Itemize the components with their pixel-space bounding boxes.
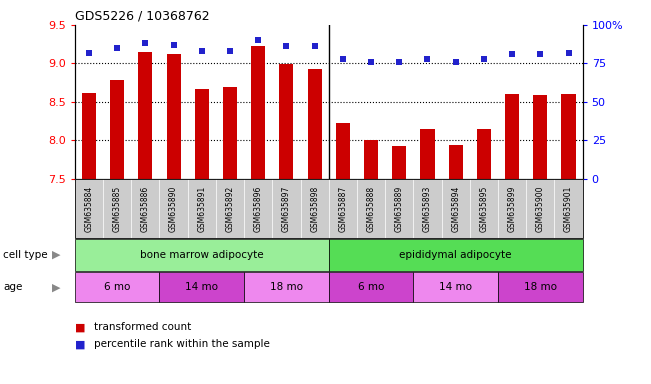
Bar [364, 140, 378, 179]
Text: 18 mo: 18 mo [270, 282, 303, 292]
Text: 14 mo: 14 mo [186, 282, 218, 292]
Text: GSM635888: GSM635888 [367, 186, 376, 232]
Text: 14 mo: 14 mo [439, 282, 472, 292]
Text: GSM635901: GSM635901 [564, 186, 573, 232]
Point [225, 48, 235, 54]
Bar [167, 54, 181, 179]
Point [422, 56, 433, 62]
Text: GSM635898: GSM635898 [310, 186, 319, 232]
Bar [561, 94, 575, 179]
Text: ▶: ▶ [52, 282, 61, 292]
Text: GSM635890: GSM635890 [169, 186, 178, 232]
Text: bone marrow adipocyte: bone marrow adipocyte [140, 250, 264, 260]
Text: 18 mo: 18 mo [524, 282, 557, 292]
Point [197, 48, 207, 54]
Point [394, 59, 404, 65]
Bar [505, 94, 519, 179]
Point [366, 59, 376, 65]
Text: cell type: cell type [3, 250, 48, 260]
Point [281, 43, 292, 50]
Bar [336, 123, 350, 179]
Point [253, 37, 264, 43]
Point [338, 56, 348, 62]
Point [140, 40, 150, 46]
Text: GSM635886: GSM635886 [141, 186, 150, 232]
Text: GSM635892: GSM635892 [225, 186, 234, 232]
Bar [477, 129, 491, 179]
Text: GSM635889: GSM635889 [395, 186, 404, 232]
Bar [449, 145, 463, 179]
Text: GDS5226 / 10368762: GDS5226 / 10368762 [75, 10, 210, 23]
Text: GSM635897: GSM635897 [282, 186, 291, 232]
Point [84, 50, 94, 56]
Bar [307, 69, 322, 179]
Bar [392, 146, 406, 179]
Point [507, 51, 518, 57]
Text: ■: ■ [75, 339, 85, 349]
Point [535, 51, 546, 57]
Text: GSM635893: GSM635893 [423, 186, 432, 232]
Text: GSM635885: GSM635885 [113, 186, 122, 232]
Text: age: age [3, 282, 23, 292]
Bar [223, 87, 237, 179]
Point [563, 50, 574, 56]
Text: transformed count: transformed count [94, 322, 191, 332]
Bar [533, 95, 547, 179]
Bar [110, 80, 124, 179]
Bar [195, 89, 209, 179]
Text: ▶: ▶ [52, 250, 61, 260]
Text: GSM635899: GSM635899 [508, 186, 517, 232]
Text: GSM635887: GSM635887 [339, 186, 348, 232]
Bar [279, 64, 294, 179]
Point [112, 45, 122, 51]
Text: percentile rank within the sample: percentile rank within the sample [94, 339, 270, 349]
Bar [139, 52, 152, 179]
Bar [82, 93, 96, 179]
Point [450, 59, 461, 65]
Text: GSM635884: GSM635884 [85, 186, 94, 232]
Point [169, 42, 179, 48]
Text: 6 mo: 6 mo [104, 282, 130, 292]
Text: epididymal adipocyte: epididymal adipocyte [400, 250, 512, 260]
Text: GSM635895: GSM635895 [479, 186, 488, 232]
Text: GSM635900: GSM635900 [536, 186, 545, 232]
Text: 6 mo: 6 mo [358, 282, 384, 292]
Bar [421, 129, 435, 179]
Text: ■: ■ [75, 322, 85, 332]
Bar [251, 46, 266, 179]
Point [309, 43, 320, 50]
Text: GSM635891: GSM635891 [197, 186, 206, 232]
Point [478, 56, 489, 62]
Text: GSM635894: GSM635894 [451, 186, 460, 232]
Text: GSM635896: GSM635896 [254, 186, 263, 232]
